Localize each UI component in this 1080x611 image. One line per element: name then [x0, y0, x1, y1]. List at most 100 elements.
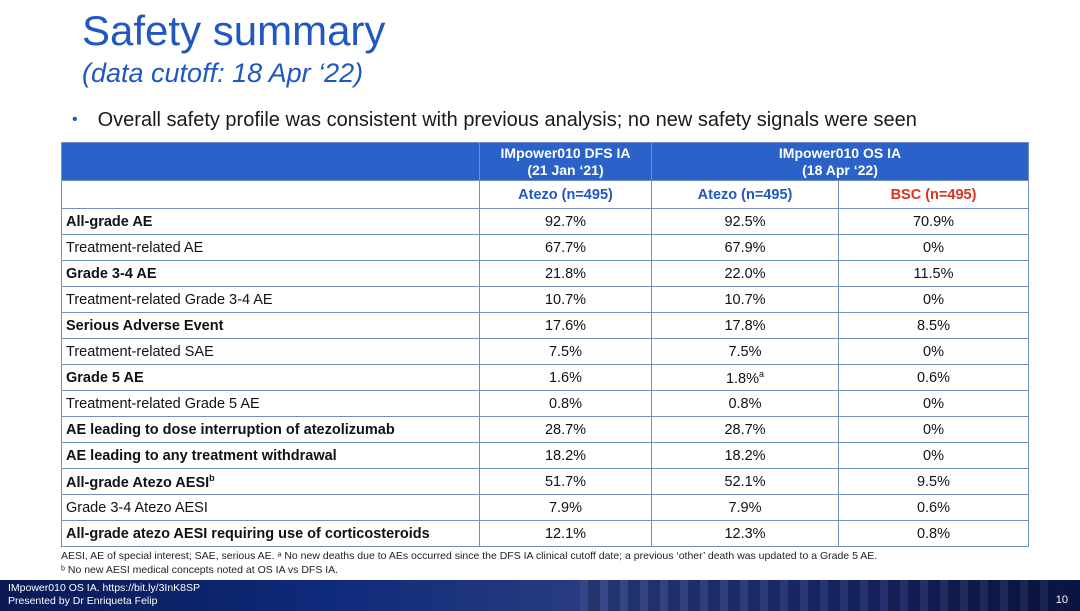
value-dfs-atezo: 12.1% [479, 520, 652, 547]
value-os-atezo: 18.2% [651, 442, 839, 469]
table-row: All-grade atezo AESI requiring use of co… [61, 520, 1029, 547]
value-dfs-atezo: 17.6% [479, 312, 652, 339]
value-os-bsc: 8.5% [838, 312, 1029, 339]
slide-title: Safety summary [82, 7, 386, 54]
table-row: AE leading to dose interruption of atezo… [61, 416, 1029, 443]
row-label-text: Treatment-related Grade 5 AE [66, 395, 260, 412]
value-dfs-atezo: 1.6% [479, 364, 652, 391]
value-dfs-atezo: 0.8% [479, 390, 652, 417]
value-os-atezo: 28.7% [651, 416, 839, 443]
value-dfs-atezo-text: 28.7% [544, 421, 587, 438]
footer-presenter: Presented by Dr Enriqueta Felip [8, 595, 158, 607]
value-os-atezo-text: 17.8% [724, 317, 766, 334]
value-os-atezo-text: 0.8% [728, 395, 762, 412]
safety-table: IMpower010 DFS IA (21 Jan ‘21) IMpower01… [61, 142, 1029, 547]
value-os-bsc-text: 0.6% [916, 369, 951, 386]
value-dfs-atezo-text: 0.8% [548, 395, 583, 412]
value-os-atezo-text: 52.1% [724, 473, 766, 490]
value-os-bsc-text: 0% [923, 421, 944, 438]
table-row: Treatment-related Grade 3-4 AE 10.7% 10.7%… [61, 286, 1029, 313]
footnote-line-1: AESI, AE of special interest; SAE, serio… [61, 550, 878, 562]
header-dfs-name: IMpower010 DFS IA [500, 144, 631, 161]
page-number: 10 [1055, 594, 1068, 606]
header-dfs-date: (21 Jan ‘21) [527, 161, 604, 178]
value-os-atezo-text: 22.0% [724, 265, 766, 282]
arms-blank-cell [61, 180, 480, 209]
value-os-atezo: 92.5% [651, 208, 839, 235]
value-os-atezo: 1.8%a [651, 364, 839, 391]
row-label: AE leading to dose interruption of atezo… [61, 416, 480, 443]
value-dfs-atezo: 7.5% [479, 338, 652, 365]
value-os-atezo-text: 92.5% [724, 213, 766, 230]
header-os-name: IMpower010 OS IA [778, 144, 902, 161]
value-os-atezo-text: 67.9% [724, 239, 766, 256]
footer-reference: IMpower010 OS IA. https://bit.ly/3InK8SP [8, 582, 201, 594]
footnote-line-2: ᵇ No new AESI medical concepts noted at … [61, 564, 339, 576]
row-label: AE leading to any treatment withdrawal [61, 442, 480, 469]
value-os-bsc: 0% [838, 442, 1029, 469]
table-row: Grade 5 AE 1.6% 1.8%a 0.6% [61, 364, 1029, 391]
value-dfs-atezo-text: 10.7% [544, 291, 587, 308]
table-row: Treatment-related Grade 5 AE 0.8% 0.8% 0% [61, 390, 1029, 417]
value-os-bsc: 0.6% [838, 494, 1029, 521]
arm-os-bsc: BSC (n=495) [838, 180, 1029, 209]
arm-os-atezo: Atezo (n=495) [651, 180, 839, 209]
value-dfs-atezo-text: 51.7% [544, 473, 587, 490]
table-row: All-grade AE 92.7% 92.5% 70.9% [61, 208, 1029, 235]
value-os-bsc: 0% [838, 286, 1029, 313]
value-dfs-atezo-text: 21.8% [544, 265, 587, 282]
value-dfs-atezo: 7.9% [479, 494, 652, 521]
row-label-text: Treatment-related Grade 3-4 AE [66, 291, 273, 308]
row-label-text: Treatment-related SAE [66, 343, 214, 360]
value-os-bsc-text: 9.5% [916, 473, 951, 490]
table-row: Grade 3-4 Atezo AESI 7.9% 7.9% 0.6% [61, 494, 1029, 521]
row-label: Grade 3-4 AE [61, 260, 480, 287]
table-body: All-grade AE 92.7% 92.5% 70.9% Treatment-rel… [61, 208, 1029, 547]
table-header-row: IMpower010 DFS IA (21 Jan ‘21) IMpower01… [61, 142, 1029, 181]
table-row: AE leading to any treatment withdrawal 18… [61, 442, 1029, 469]
value-os-bsc-text: 0% [923, 239, 944, 256]
row-label-text: Grade 5 AE [66, 369, 144, 386]
value-dfs-atezo: 92.7% [479, 208, 652, 235]
value-os-bsc: 0% [838, 234, 1029, 261]
value-dfs-atezo-text: 18.2% [544, 447, 587, 464]
value-os-bsc-text: 0% [923, 447, 944, 464]
header-os-date: (18 Apr ‘22) [802, 161, 878, 178]
value-os-bsc: 0% [838, 390, 1029, 417]
footer-decoration [580, 580, 1050, 611]
row-label-text: Treatment-related AE [66, 239, 204, 256]
value-os-atezo-superscript: a [759, 368, 765, 379]
row-label-text: AE leading to dose interruption of atezo… [66, 421, 395, 438]
value-os-atezo: 12.3% [651, 520, 839, 547]
bullet-point: • Overall safety profile was consistent w… [72, 109, 917, 132]
footer-bar [0, 580, 1080, 611]
row-label: Grade 3-4 Atezo AESI [61, 494, 480, 521]
value-os-atezo: 0.8% [651, 390, 839, 417]
value-os-atezo-text: 10.7% [724, 291, 766, 308]
footnotes: AESI, AE of special interest; SAE, serio… [61, 549, 1051, 577]
slide-subtitle: (data cutoff: 18 Apr ‘22) [82, 58, 364, 88]
value-os-atezo-text: 7.9% [728, 499, 762, 516]
arm-dfs-atezo: Atezo (n=495) [479, 180, 652, 209]
value-dfs-atezo-text: 92.7% [544, 213, 587, 230]
value-os-atezo-text: 12.3% [724, 525, 766, 542]
row-label-text: AE leading to any treatment withdrawal [66, 447, 337, 464]
row-label-text: All-grade Atezo AESI [66, 474, 210, 491]
value-dfs-atezo-text: 17.6% [544, 317, 587, 334]
value-os-bsc: 0.6% [838, 364, 1029, 391]
value-dfs-atezo-text: 12.1% [544, 525, 587, 542]
value-os-bsc-text: 0.6% [916, 499, 951, 516]
table-row: All-grade Atezo AESIb 51.7% 52.1% 9.5% [61, 468, 1029, 495]
table-row: Serious Adverse Event 17.6% 17.8% 8.5% [61, 312, 1029, 339]
value-os-atezo: 67.9% [651, 234, 839, 261]
header-dfs-ia: IMpower010 DFS IA (21 Jan ‘21) [479, 142, 652, 181]
footer-text: IMpower010 OS IA. https://bit.ly/3InK8SP… [8, 582, 200, 608]
value-os-atezo-text: 7.5% [728, 343, 762, 360]
value-os-atezo: 7.9% [651, 494, 839, 521]
row-label: Serious Adverse Event [61, 312, 480, 339]
value-os-bsc-text: 0.8% [916, 525, 951, 542]
value-os-atezo: 22.0% [651, 260, 839, 287]
value-dfs-atezo: 18.2% [479, 442, 652, 469]
row-label-text: All-grade AE [66, 213, 153, 230]
value-os-bsc-text: 70.9% [912, 213, 955, 230]
